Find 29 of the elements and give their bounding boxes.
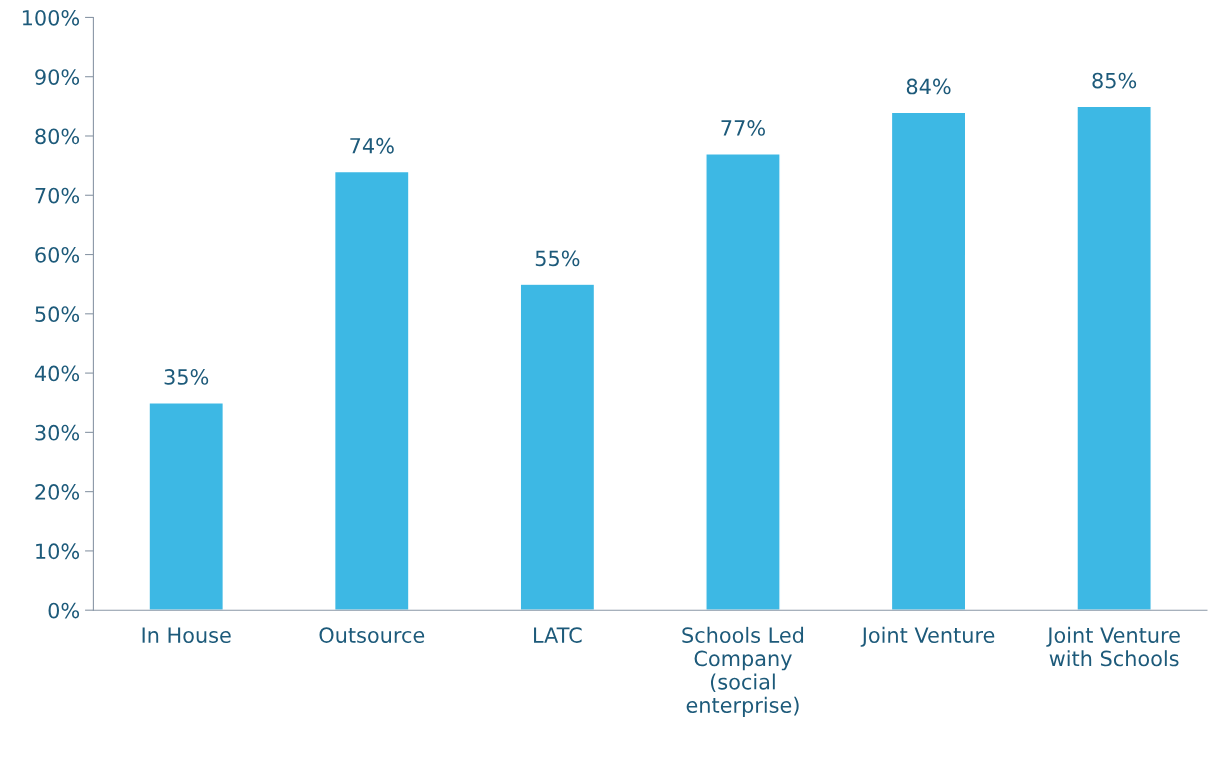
x-tick-label: In House [142, 627, 231, 643]
x-tick-label: LATC [534, 627, 582, 643]
y-tick-label: 60% [35, 246, 80, 263]
y-tick-label: 50% [35, 306, 80, 323]
data-label: 85% [1092, 72, 1137, 89]
x-tick-label: Schools Led Company (social enterprise) [682, 626, 804, 718]
y-tick-label: 80% [35, 128, 80, 145]
y-tick-label: 10% [36, 543, 80, 560]
data-label: 35% [164, 369, 209, 385]
bar [705, 153, 781, 611]
y-tick-label: 30% [35, 424, 80, 441]
bar [519, 283, 596, 611]
bar [148, 402, 225, 611]
bar [890, 111, 967, 611]
y-tick-label: 100% [22, 9, 80, 26]
y-tick-label: 70% [35, 187, 80, 204]
y-tick-label: 90% [35, 69, 80, 85]
data-label: 77% [721, 120, 765, 136]
bar [1076, 105, 1152, 611]
y-tick-label: 40% [34, 365, 80, 382]
data-label: 55% [535, 250, 580, 267]
bar [333, 170, 410, 611]
x-tick-label: Joint Venture with Schools [1046, 626, 1180, 667]
y-tick-label: 20% [35, 484, 80, 500]
y-tick-label: 0% [48, 602, 80, 619]
data-label: 84% [906, 78, 951, 95]
data-label: 74% [350, 137, 394, 154]
x-tick-label: Joint Venture [860, 626, 995, 647]
x-tick-label: Outsource [319, 627, 425, 643]
